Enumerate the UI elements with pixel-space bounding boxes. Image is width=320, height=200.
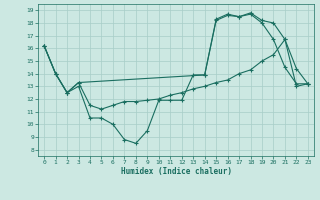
X-axis label: Humidex (Indice chaleur): Humidex (Indice chaleur) [121, 167, 231, 176]
